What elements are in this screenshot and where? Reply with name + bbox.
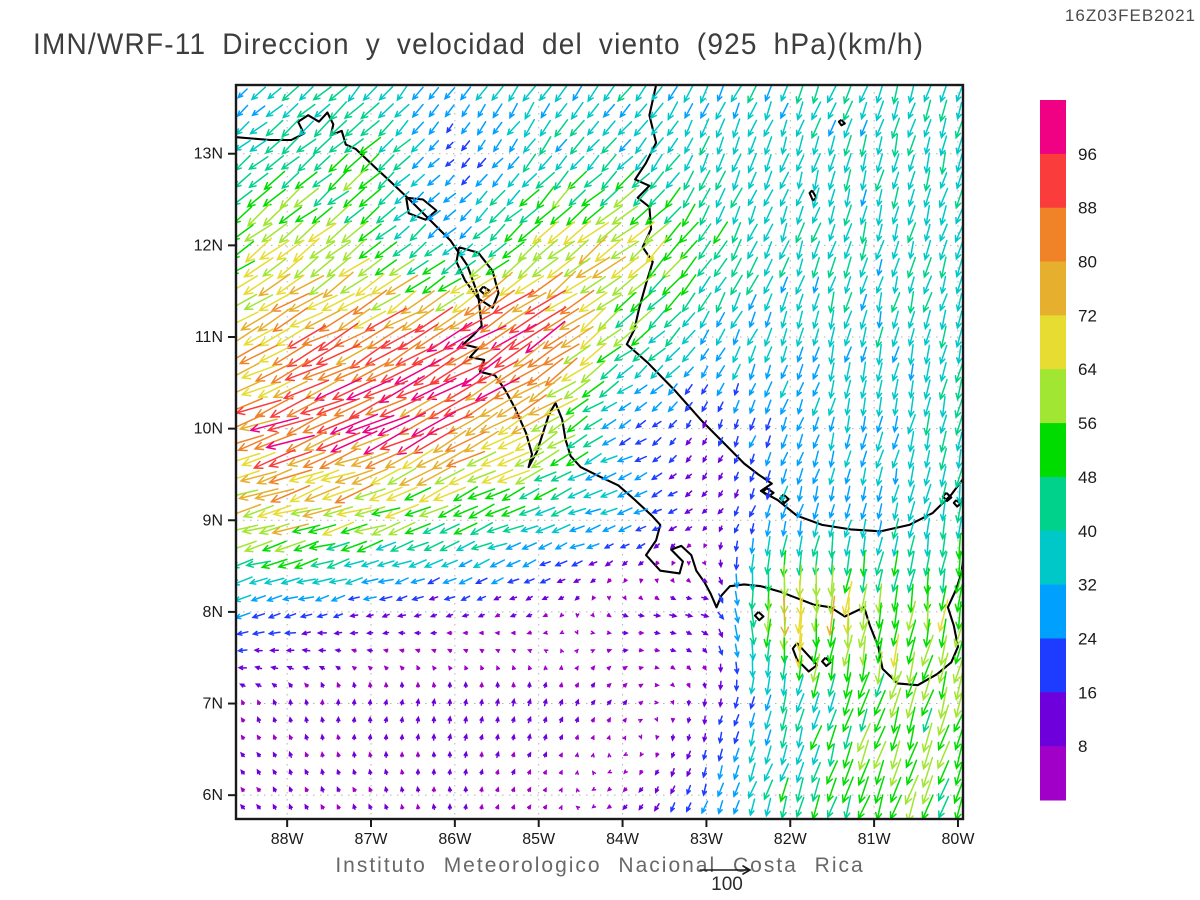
x-axis-label: 81W — [858, 831, 892, 848]
colorbar-label: 32 — [1078, 576, 1097, 595]
plot-frame — [234, 83, 965, 821]
colorbar-label: 64 — [1078, 360, 1097, 379]
y-axis-label: 13N — [194, 146, 223, 163]
vector-field — [236, 85, 963, 819]
colorbar-label: 16 — [1078, 683, 1097, 702]
colorbar-label: 96 — [1078, 145, 1097, 164]
y-axis-label: 12N — [194, 237, 223, 254]
x-axis-label: 84W — [606, 831, 640, 848]
reference-vector-label: 100 — [711, 874, 743, 895]
x-axis-label: 83W — [690, 831, 724, 848]
y-axis-label: 9N — [203, 512, 223, 529]
x-axis-label: 88W — [271, 831, 305, 848]
grid-lines — [236, 85, 963, 819]
colorbar-label: 24 — [1078, 629, 1097, 648]
datetime-stamp: 16Z03FEB2021 — [1064, 6, 1196, 25]
colorbar-label: 48 — [1078, 468, 1097, 487]
y-axis-label: 11N — [195, 329, 223, 346]
x-axis-label: 80W — [942, 831, 976, 848]
colorbar-label: 88 — [1078, 199, 1097, 218]
y-axis-label: 7N — [203, 696, 223, 713]
colorbar-label: 80 — [1078, 253, 1097, 272]
colorbar-label: 72 — [1078, 306, 1097, 325]
x-axis-label: 87W — [355, 831, 389, 848]
x-axis-label: 86W — [438, 831, 472, 848]
x-axis-label: 85W — [522, 831, 556, 848]
coastlines — [236, 85, 963, 687]
colorbar-label: 56 — [1078, 414, 1097, 433]
colorbar: 96 88 80 72 64 56 48 40 32 24 16 8 — [1040, 100, 1097, 801]
y-axis-label: 8N — [203, 604, 223, 621]
axis-ticks-and-labels: 88W 87W 86W 85W 84W 83W 82W 81W 80W 13N 12N 11N 10N 9… — [194, 146, 976, 848]
x-axis-label: 82W — [774, 831, 808, 848]
chart-title: IMN/WRF-11 Direccion y velocidad del vie… — [33, 28, 925, 61]
y-axis-label: 10N — [194, 421, 223, 438]
y-axis-label: 6N — [203, 787, 223, 804]
colorbar-label: 8 — [1078, 737, 1087, 756]
footer-credit: Instituto Meteorologico Nacional Costa R… — [335, 854, 865, 877]
colorbar-label: 40 — [1078, 522, 1097, 541]
